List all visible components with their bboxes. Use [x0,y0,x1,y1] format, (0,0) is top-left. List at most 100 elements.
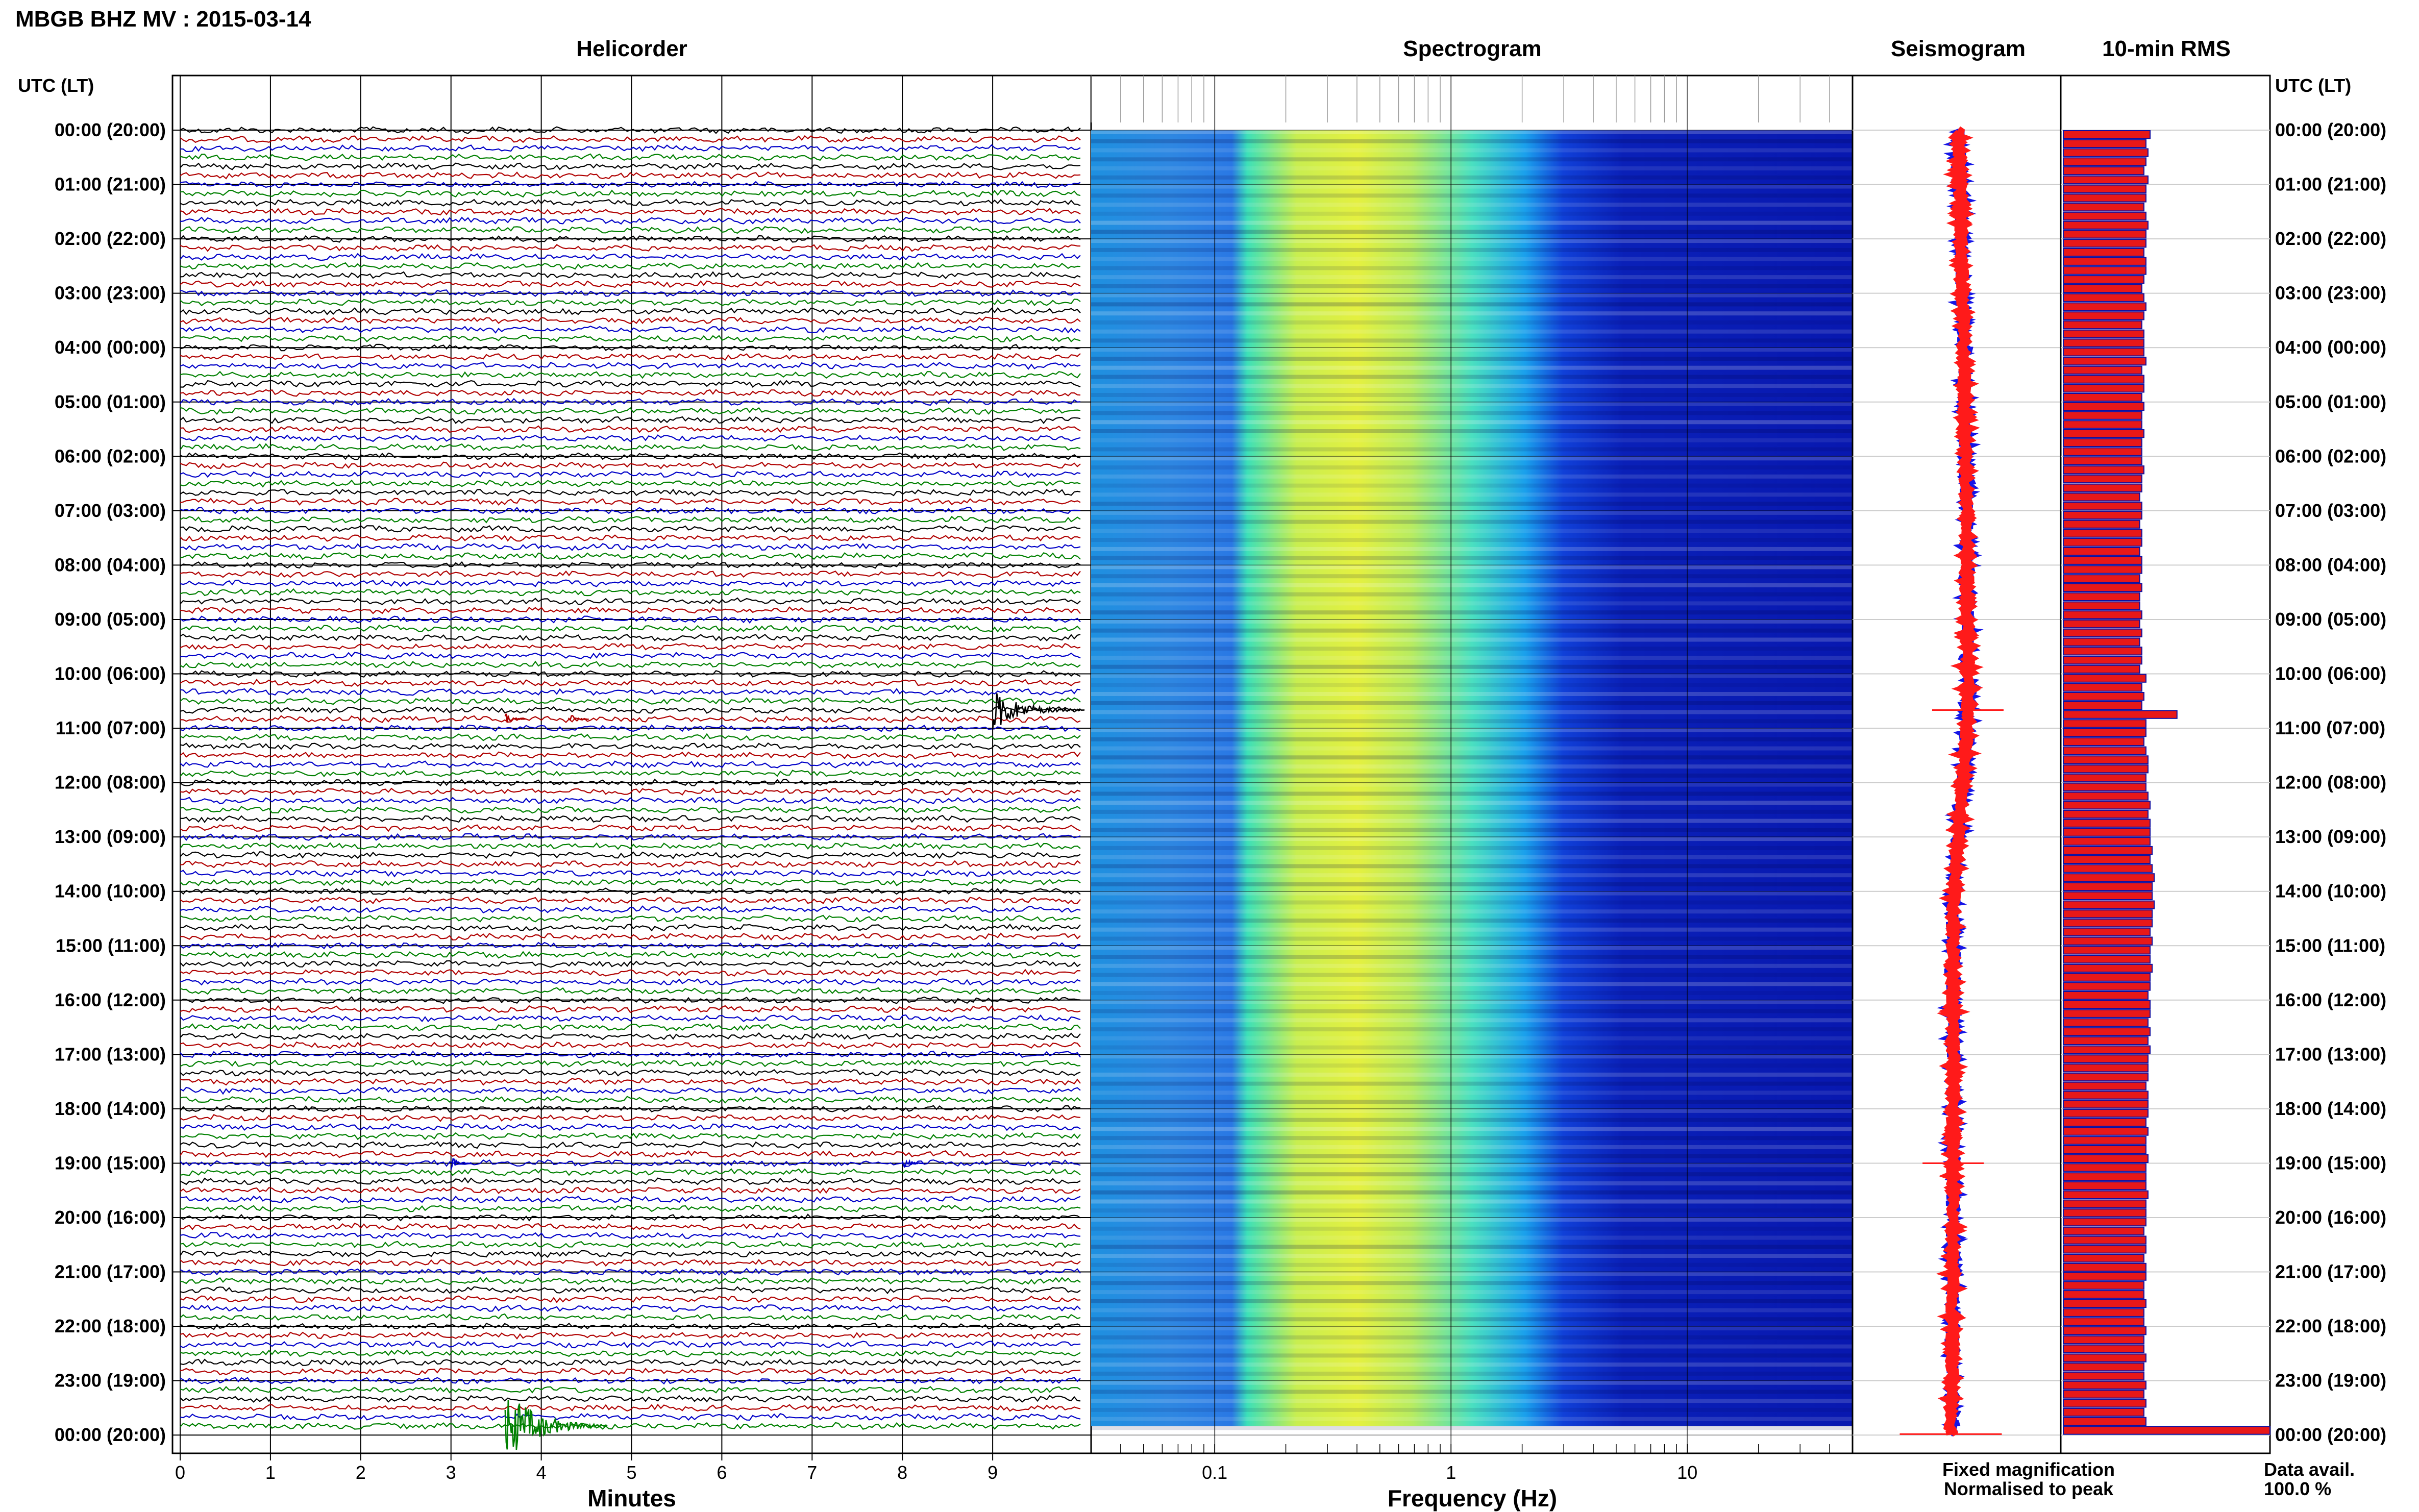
rms-bar [2063,647,2142,656]
helicorder-trace-row [180,561,1081,569]
hour-label-left: 17:00 (13:00) [55,1044,166,1064]
hour-label-right: 19:00 (15:00) [2275,1152,2386,1173]
helicorder-trace-row [180,597,1081,606]
minute-tick-label: 0 [175,1462,185,1483]
helicorder-trace-row [180,515,1081,524]
spectrogram-row [1091,1308,1853,1312]
figure-title: MBGB BHZ MV : 2015-03-14 [15,7,311,32]
rms-bar [2063,963,2153,973]
minutes-axis-label: Minutes [587,1485,676,1511]
rms-bar [2063,492,2140,502]
helicorder-trace-row [180,869,1081,878]
spectrogram-row [1091,955,1853,959]
hour-label-left: 22:00 (18:00) [55,1316,166,1336]
spectrogram-row [1091,465,1853,470]
rms-bar [2063,320,2142,330]
rms-bar [2063,791,2149,801]
spectrogram-row [1091,1290,1853,1295]
helicorder-trace-row [180,507,1081,515]
spectrogram-row [1091,1417,1853,1421]
rms-bar [2063,1407,2144,1417]
spectrogram-row [1091,791,1853,796]
helicorder-trace-row [180,126,1081,134]
hour-label-left: 15:00 (11:00) [56,935,166,956]
hour-label-left: 20:00 (16:00) [55,1207,166,1228]
hour-label-left: 01:00 (21:00) [55,174,166,195]
spectrogram-row [1091,837,1853,841]
helicorder-trace-row [180,289,1081,298]
helicorder-trace-row [180,1123,1081,1131]
rms-bar [2063,683,2142,692]
rms-bar [2063,1090,2149,1100]
hour-label-left: 06:00 (02:00) [55,445,166,466]
rms-bar [2063,1018,2149,1027]
spectrogram-row [1091,1407,1853,1412]
helicorder-trace-row [180,1059,1081,1068]
helicorder-trace-row [180,760,1081,769]
helicorder-trace-row [180,1385,1081,1394]
helicorder-event [450,1158,472,1170]
hour-label-left: 05:00 (01:00) [55,391,166,412]
spectrogram-row [1091,737,1853,741]
rms-bar [2063,1027,2151,1036]
rms-bar [2063,1100,2149,1109]
helicorder-trace-row [180,615,1081,624]
spectrogram-row [1091,809,1853,814]
rms-bar [2063,1308,2144,1317]
spectrogram-row [1091,628,1853,633]
minute-tick-label: 4 [536,1462,547,1483]
helicorder-trace-row [180,579,1081,587]
spectrogram-row [1091,1254,1853,1258]
spectrogram-row [1091,1344,1853,1349]
hour-label-left: 23:00 (19:00) [55,1370,166,1391]
hour-label-left: 18:00 (14:00) [55,1098,166,1119]
rms-bar [2063,1390,2144,1399]
rms-bar [2063,1145,2146,1154]
helicorder-trace-row [180,1422,1081,1430]
rms-bar [2063,1181,2146,1191]
helicorder-trace-row [180,923,1081,932]
rms-bar [2063,1353,2146,1362]
rms-bar [2063,1054,2149,1063]
minute-tick-label: 7 [807,1462,817,1483]
spectrogram-row [1091,864,1853,869]
minute-tick-label: 2 [356,1462,366,1483]
hour-label-left: 19:00 (15:00) [55,1152,166,1173]
rms-bar [2063,619,2140,629]
spectrogram-row [1091,891,1853,896]
rms-bar [2063,239,2146,248]
helicorder-trace-row [180,253,1081,261]
hour-label-right: 13:00 (09:00) [2275,826,2386,847]
spectrogram-row [1091,1063,1853,1068]
helicorder-trace-row [180,488,1081,497]
spectrogram-row [1091,782,1853,787]
helicorder-trace-row [180,189,1081,198]
spectrogram-row [1091,819,1853,823]
rms-bar [2063,1036,2149,1046]
rms-bar [2063,1127,2149,1136]
rms-bar [2063,909,2153,919]
rms-bar [2063,293,2144,302]
spectrogram-row [1091,311,1853,316]
helicorder-trace-row [180,307,1081,315]
helicorder-event [504,1400,608,1450]
helicorder-trace-row [180,1150,1081,1158]
helicorder-trace-row [180,670,1081,678]
rms-bar [2063,1426,2270,1435]
helicorder-trace-row [180,1077,1081,1086]
hour-label-right: 23:00 (19:00) [2275,1370,2386,1391]
rms-bar [2063,348,2144,357]
spectrogram-row [1091,257,1853,261]
helicorder-trace-row [180,941,1081,950]
seismogram-normalised-trace [1936,126,1984,1437]
spectrogram-row [1091,1054,1853,1059]
helicorder-trace-row [180,1041,1081,1050]
spectrogram-row [1091,1335,1853,1340]
spectrogram-row [1091,420,1853,425]
spectrogram-row [1091,610,1853,615]
rms-bar [2063,329,2144,339]
helicorder-trace-row [180,724,1081,732]
minute-ticks: 0 1 2 3 4 5 6 7 8 9 [175,1453,998,1483]
rms-bar [2063,764,2149,774]
helicorder-trace-row [180,824,1081,832]
